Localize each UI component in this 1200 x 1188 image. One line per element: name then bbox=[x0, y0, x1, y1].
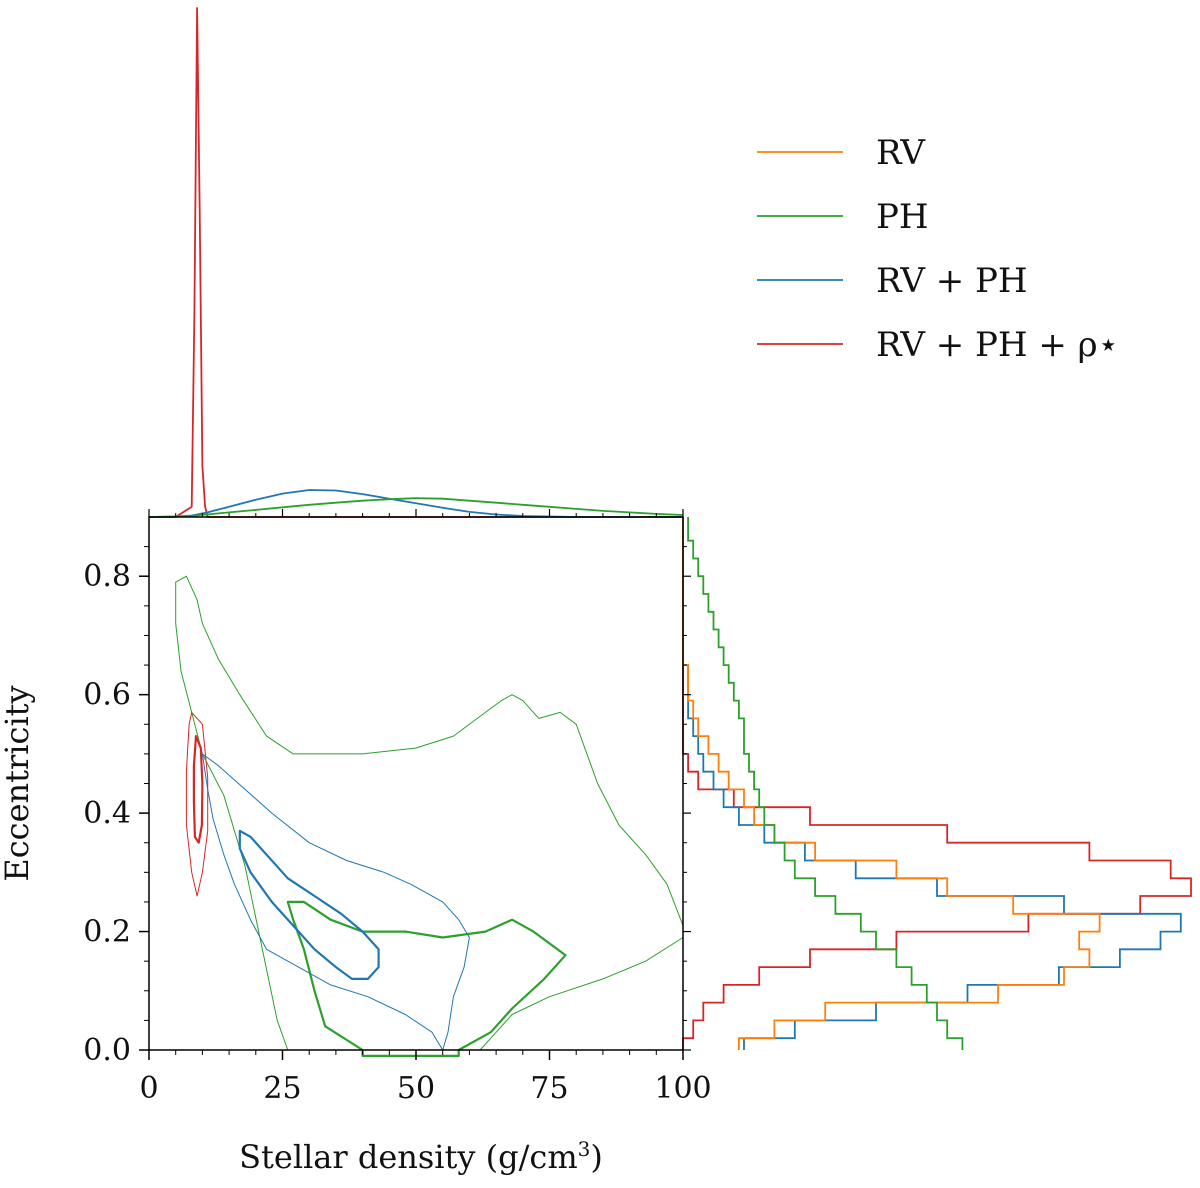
y-axis-label: Eccentricity bbox=[0, 685, 36, 881]
y-tick-label: 0.6 bbox=[83, 678, 131, 713]
legend-label-rv-ph-rho: RV + PH + ρ⋆ bbox=[876, 325, 1119, 365]
contour-rv-ph-outer bbox=[201, 753, 470, 1051]
legend-label-rv-ph: RV + PH bbox=[876, 261, 1028, 301]
right-hist-rv bbox=[682, 517, 1101, 1050]
y-axis-ticks: 0.0 0.2 0.4 0.6 0.8 bbox=[83, 546, 691, 1068]
contour-ph-outer bbox=[175, 575, 684, 1051]
right-hist-rv-ph-rho bbox=[682, 517, 1192, 1050]
contour-ph-inner bbox=[286, 900, 567, 1057]
contour-rv-ph-rho-outer bbox=[185, 711, 209, 897]
x-axis-label: Stellar density (g/cm3) bbox=[239, 1137, 603, 1176]
contour-group bbox=[175, 575, 684, 1057]
legend: RV PH RV + PH RV + PH + ρ⋆ bbox=[757, 133, 1119, 365]
y-tick-label: 0.8 bbox=[83, 559, 131, 594]
x-tick-label: 100 bbox=[654, 1071, 711, 1106]
y-tick-label: 0.0 bbox=[83, 1033, 131, 1068]
x-tick-label: 0 bbox=[139, 1071, 158, 1106]
legend-label-ph: PH bbox=[876, 197, 929, 237]
x-tick-label: 50 bbox=[397, 1071, 435, 1106]
right-hist-ph bbox=[687, 517, 964, 1050]
legend-label-rv: RV bbox=[876, 133, 926, 173]
top-marginal-panel bbox=[148, 7, 684, 518]
y-tick-label: 0.2 bbox=[83, 915, 131, 950]
top-density-ph bbox=[148, 497, 684, 518]
main-panel: 0 25 50 75 100 0.0 0.2 0.4 0.6 0.8 bbox=[83, 509, 712, 1106]
contour-rv-ph-rho-inner bbox=[192, 735, 204, 844]
x-tick-label: 75 bbox=[530, 1071, 568, 1106]
x-tick-label: 25 bbox=[263, 1071, 301, 1106]
right-marginal-panel bbox=[682, 517, 1192, 1050]
y-tick-label: 0.4 bbox=[83, 796, 131, 831]
right-hist-rv-ph bbox=[682, 517, 1182, 1050]
top-density-rv-ph-rho bbox=[149, 7, 683, 518]
contour-rv-ph-inner bbox=[238, 829, 380, 980]
x-axis-ticks: 0 25 50 75 100 bbox=[139, 509, 712, 1106]
main-plot-frame bbox=[148, 516, 684, 1051]
